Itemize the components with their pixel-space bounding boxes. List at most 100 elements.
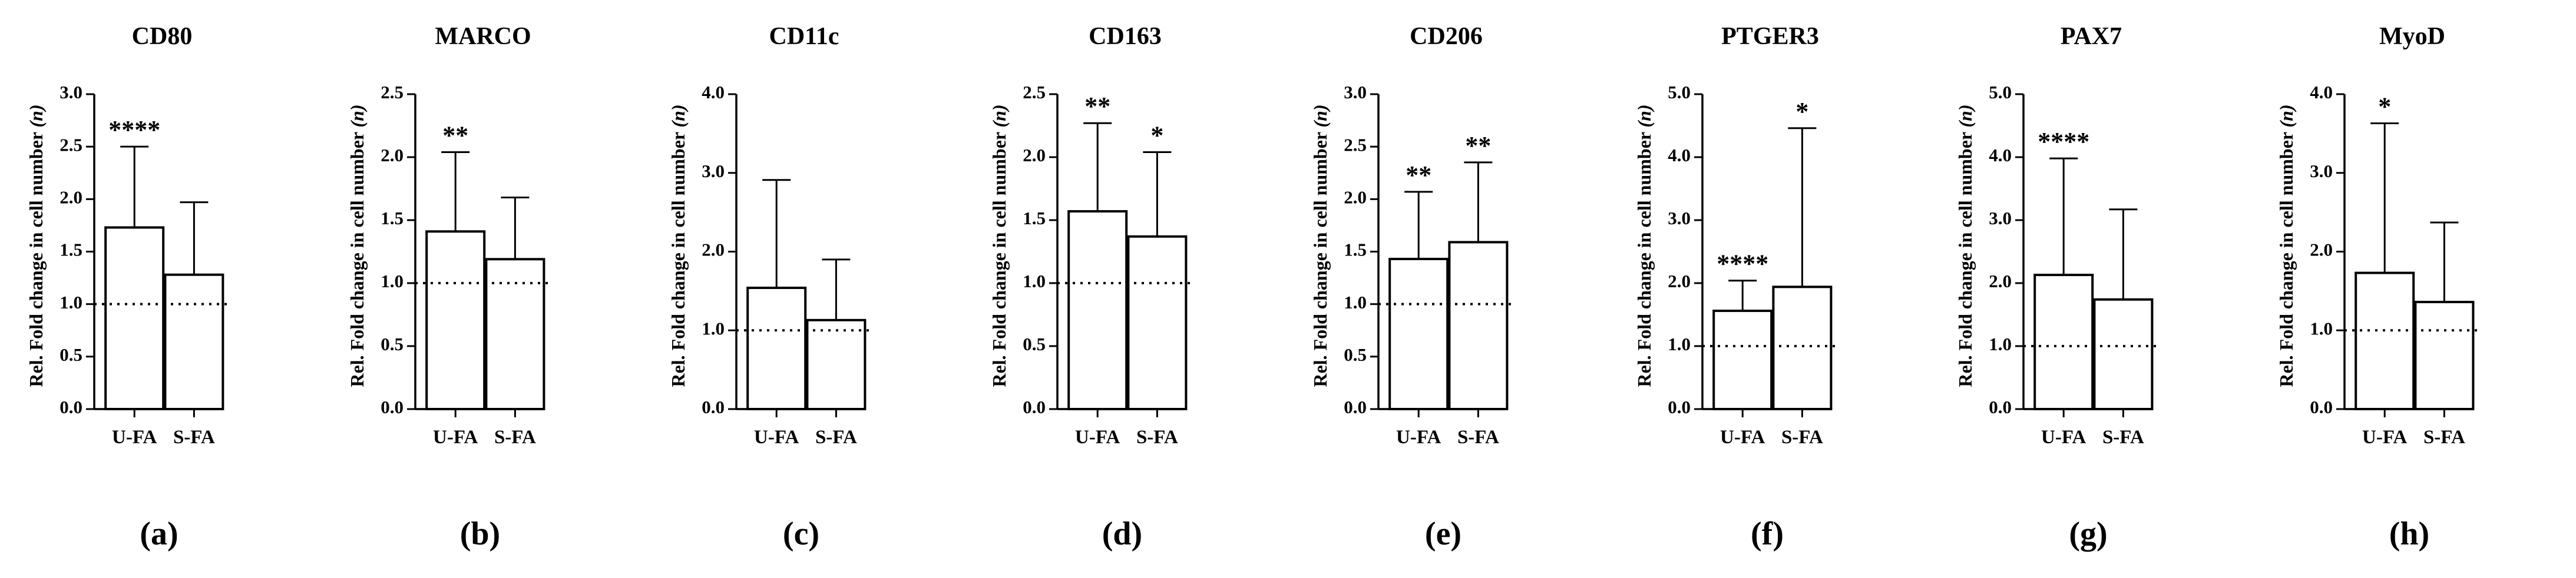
y-tick-label: 2.0: [1668, 271, 1691, 291]
bar-u-fa: [425, 230, 486, 410]
y-tick-label: 1.5: [381, 208, 404, 228]
y-axis-label-unit: (n): [988, 104, 1010, 127]
y-tick-label: 1.0: [2310, 318, 2333, 338]
y-tick-label: 5.0: [1668, 82, 1691, 102]
significance-marker: *: [1795, 97, 1808, 126]
bar-s-fa: [806, 318, 867, 410]
panel-title: CD163: [1089, 23, 1162, 50]
y-tick-label: 0.0: [702, 397, 725, 417]
y-tick-label: 3.0: [59, 82, 82, 102]
panel-label: (a): [140, 516, 178, 552]
y-axis-label-unit: (n): [1955, 104, 1976, 127]
panel-g: PAX7 0.0 1.0 2.0 3.0 4.0 5.0 Rel. Fold change i…: [1955, 23, 2159, 552]
panel-label: (c): [783, 516, 819, 552]
y-tick-label: 2.5: [59, 134, 82, 155]
y-axis-label-unit: (n): [1633, 104, 1655, 127]
y-tick-label: 2.0: [381, 145, 404, 165]
x-tick-label: U-FA: [112, 427, 157, 448]
bar-u-fa: [1388, 257, 1449, 410]
bar-u-fa: [104, 226, 165, 410]
x-tick-label: S-FA: [1457, 427, 1499, 448]
y-tick-label: 1.0: [1344, 292, 1367, 313]
panel-h: MyoD 0.0 1.0 2.0 3.0 4.0 Rel. Fold change in c…: [2276, 23, 2480, 552]
panel-title: CD206: [1410, 23, 1483, 50]
x-tick-label: S-FA: [2102, 427, 2144, 448]
panel-title: PTGER3: [1721, 23, 1819, 50]
y-tick-label: 0.0: [1668, 397, 1691, 417]
y-axis-label: Rel. Fold change in cell number (n): [1633, 104, 1655, 387]
y-tick-label: 1.5: [59, 240, 82, 260]
y-axis-label-unit: (n): [25, 104, 47, 127]
panel-b: MARCO 0.0 0.5 1.0 1.5 2.0 2.5 Rel. Fold change …: [346, 23, 551, 552]
y-tick-label: 3.0: [2310, 161, 2333, 181]
x-tick-label: S-FA: [1136, 427, 1178, 448]
panel-c: CD11c 0.0 1.0 2.0 3.0 4.0 Rel. Fold change in …: [667, 23, 872, 552]
y-tick-label: 1.0: [381, 271, 404, 291]
x-tick-label: U-FA: [2041, 427, 2086, 448]
x-tick-label: S-FA: [815, 427, 857, 448]
x-tick-label: U-FA: [1075, 427, 1120, 448]
y-tick-label: 0.5: [1023, 334, 1046, 354]
y-tick-label: 2.0: [59, 187, 82, 207]
significance-marker: **: [1084, 92, 1110, 121]
y-axis-label: Rel. Fold change in cell number (n): [667, 104, 689, 387]
bar-s-fa: [1772, 285, 1833, 411]
y-tick-label: 4.0: [1668, 145, 1691, 165]
y-axis-label: Rel. Fold change in cell number (n): [1955, 104, 1976, 387]
y-tick-label: 4.0: [1989, 145, 2012, 165]
y-tick-label: 0.5: [381, 334, 404, 354]
y-axis-label: Rel. Fold change in cell number (n): [988, 104, 1010, 387]
panel-title: CD80: [132, 23, 193, 50]
y-axis-label-unit: (n): [2276, 104, 2297, 127]
y-tick-label: 3.0: [702, 161, 725, 181]
bar-s-fa: [2093, 298, 2154, 410]
y-tick-label: 3.0: [1989, 208, 2012, 228]
y-tick-label: 2.0: [2310, 240, 2333, 260]
y-tick-label: 2.5: [1344, 134, 1367, 155]
significance-marker: *: [1150, 121, 1163, 150]
x-tick-label: U-FA: [1720, 427, 1765, 448]
panel-label: (h): [2389, 516, 2429, 552]
y-tick-label: 0.5: [59, 344, 82, 365]
y-tick-label: 0.0: [1023, 397, 1046, 417]
significance-marker: **: [1465, 131, 1491, 160]
y-axis-label: Rel. Fold change in cell number (n): [25, 104, 47, 387]
bar-u-fa: [746, 287, 807, 410]
y-tick-label: 5.0: [1989, 82, 2012, 102]
bar-s-fa: [1448, 241, 1509, 410]
y-tick-label: 2.0: [702, 240, 725, 260]
bar-s-fa: [2414, 301, 2475, 410]
y-tick-label: 1.0: [1668, 334, 1691, 354]
x-tick-label: U-FA: [754, 427, 799, 448]
y-tick-label: 4.0: [2310, 82, 2333, 102]
bar-s-fa: [485, 258, 545, 410]
significance-marker: ****: [108, 115, 160, 144]
panel-title: PAX7: [2061, 23, 2122, 50]
x-tick-label: S-FA: [2423, 427, 2465, 448]
y-tick-label: 1.5: [1344, 240, 1367, 260]
y-axis-label: Rel. Fold change in cell number (n): [346, 104, 368, 387]
y-tick-label: 1.0: [59, 292, 82, 313]
significance-marker: **: [442, 121, 468, 150]
y-axis-label-unit: (n): [346, 104, 368, 127]
y-axis-label-unit: (n): [667, 104, 689, 127]
x-tick-label: S-FA: [1781, 427, 1823, 448]
y-tick-label: 1.0: [1989, 334, 2012, 354]
panel-label: (e): [1425, 516, 1461, 552]
y-tick-label: 3.0: [1668, 208, 1691, 228]
panel-label: (d): [1102, 516, 1142, 552]
y-tick-label: 0.5: [1344, 344, 1367, 365]
y-axis-label: Rel. Fold change in cell number (n): [1310, 104, 1331, 387]
x-tick-label: U-FA: [1396, 427, 1441, 448]
x-tick-label: U-FA: [2362, 427, 2408, 448]
x-tick-label: S-FA: [173, 427, 215, 448]
y-tick-label: 1.0: [1023, 271, 1046, 291]
panel-label: (f): [1751, 516, 1784, 552]
panel-label: (b): [460, 516, 500, 552]
significance-marker: ****: [1717, 250, 1768, 278]
x-tick-label: U-FA: [433, 427, 478, 448]
y-tick-label: 0.0: [59, 397, 82, 417]
y-axis-label-unit: (n): [1310, 104, 1331, 127]
y-tick-label: 2.5: [381, 82, 404, 102]
